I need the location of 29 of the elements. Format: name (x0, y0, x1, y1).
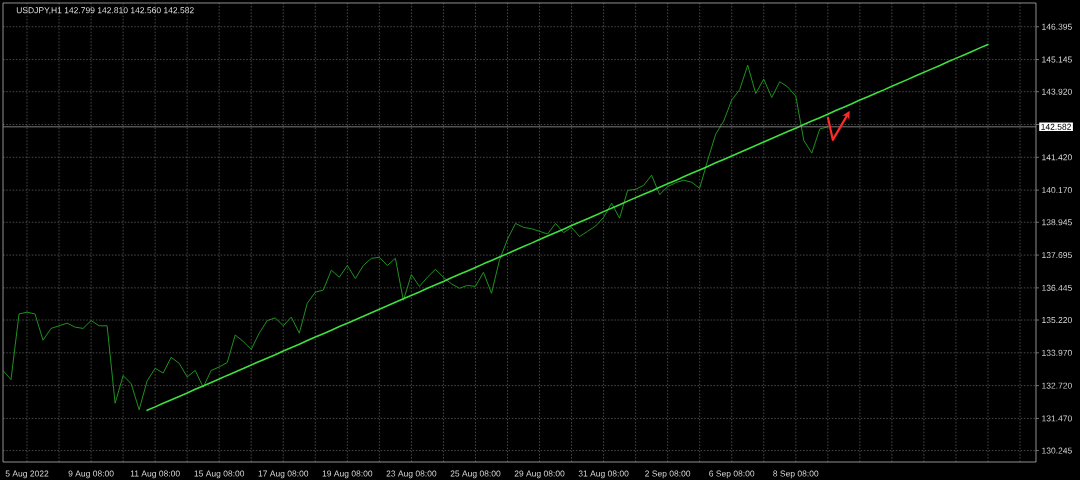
x-tick-label: 17 Aug 08:00 (258, 470, 309, 479)
x-tick-label: 23 Aug 08:00 (386, 470, 437, 479)
y-tick-label: 138.945 (1042, 219, 1072, 226)
x-tick-label: 5 Aug 2022 (5, 470, 49, 479)
y-tick-label: 130.245 (1042, 447, 1072, 454)
x-tick-label: 11 Aug 08:00 (130, 470, 180, 479)
ref-line-label: 142.582 (1041, 123, 1071, 130)
line-series (3, 64, 829, 411)
y-tick-label: 136.445 (1042, 284, 1072, 291)
y-tick-label: 146.395 (1042, 23, 1072, 30)
x-tick-label: 6 Sep 08:00 (709, 470, 755, 479)
y-tick-label: 133.970 (1042, 349, 1072, 356)
y-tick-label: 135.220 (1042, 317, 1072, 324)
x-tick-label: 29 Aug 08:00 (514, 470, 565, 479)
chart-title: USDJPY,H1 142.799 142.810 142.560 142.582 (16, 7, 194, 15)
x-tick-label: 25 Aug 08:00 (450, 470, 501, 479)
x-tick-label: 31 Aug 08:00 (578, 470, 629, 479)
y-tick-label: 137.695 (1042, 252, 1072, 259)
y-tick-label: 143.920 (1042, 88, 1072, 95)
y-tick-label: 141.420 (1042, 154, 1072, 161)
y-tick-label: 140.170 (1042, 187, 1072, 194)
x-tick-label: 8 Sep 08:00 (773, 470, 819, 479)
x-tick-label: 9 Aug 08:00 (68, 470, 114, 479)
y-tick-label: 145.145 (1042, 56, 1072, 63)
y-tick-label: 132.720 (1042, 382, 1072, 389)
x-tick-label: 15 Aug 08:00 (194, 470, 245, 479)
x-tick-label: 19 Aug 08:00 (322, 470, 373, 479)
x-tick-label: 2 Sep 08:00 (645, 470, 691, 479)
y-tick-label: 131.470 (1042, 415, 1072, 422)
